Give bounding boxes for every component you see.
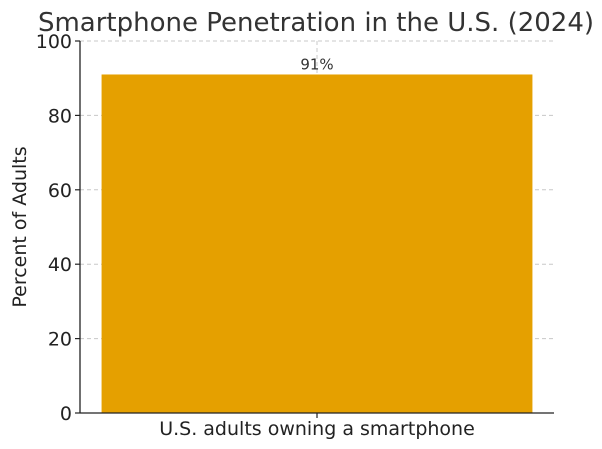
y-tick-label-2: 40 [48, 254, 72, 276]
data-labels: 91% [300, 55, 333, 73]
y-tick-label-3: 60 [48, 180, 72, 202]
bar-data-label-0: 91% [300, 55, 333, 73]
x-tick-label-0: U.S. adults owning a smartphone [159, 418, 475, 440]
y-tick-label-5: 100 [36, 31, 72, 53]
ticks: 0 20 40 60 80 100 U.S. adults owning a smartph… [36, 31, 475, 440]
chart-title: Smartphone Penetration in the U.S. (2024… [38, 8, 594, 38]
y-tick-label-4: 80 [48, 105, 72, 127]
y-axis-label: Percent of Adults [9, 146, 31, 307]
bar-0 [101, 74, 533, 413]
y-tick-label-0: 0 [60, 403, 72, 425]
bars [101, 74, 533, 413]
y-tick-label-1: 20 [48, 329, 72, 351]
